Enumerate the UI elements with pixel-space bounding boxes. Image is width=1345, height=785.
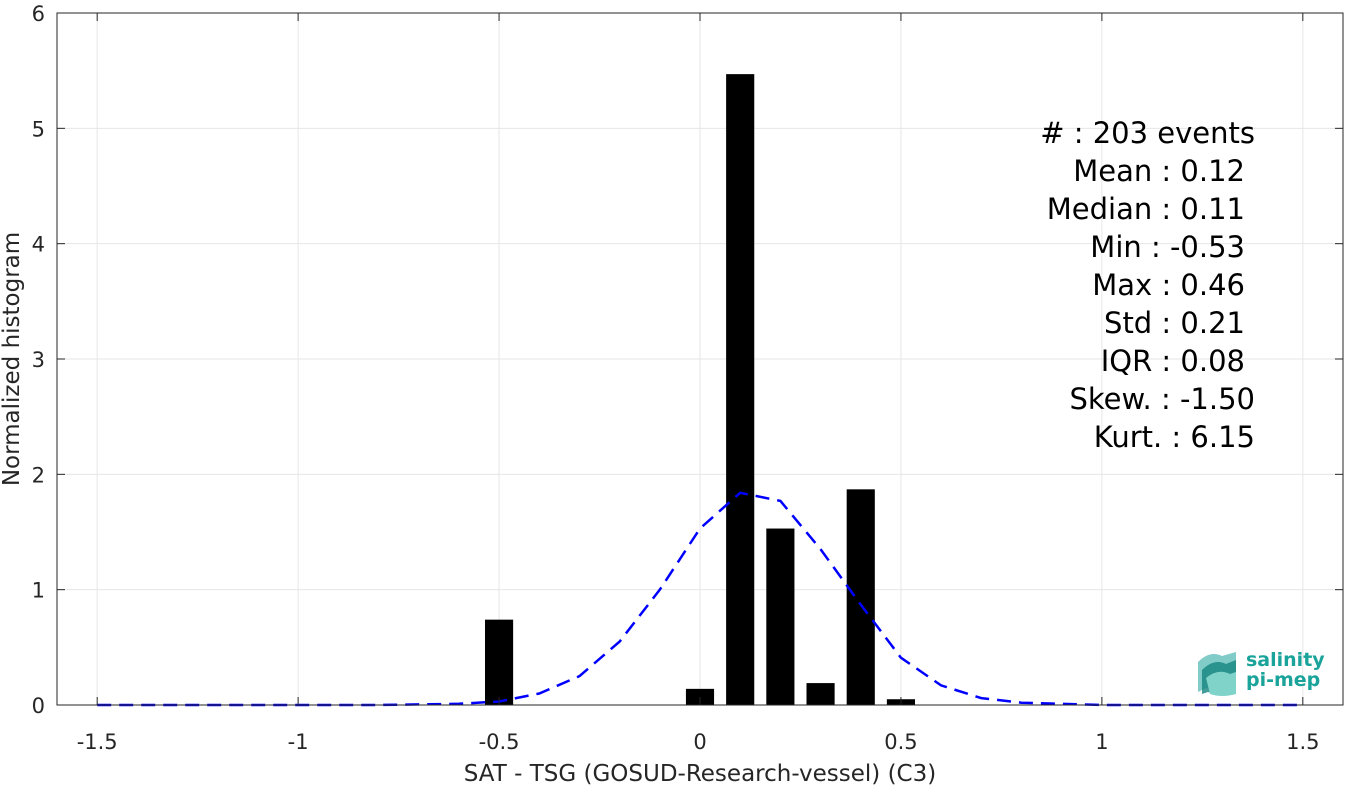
stats-line: # : 203 events	[1040, 116, 1255, 150]
y-tick-label: 0	[32, 694, 45, 718]
y-tick-label: 2	[32, 463, 45, 487]
y-tick-label: 6	[32, 2, 45, 26]
y-tick-label: 3	[32, 348, 45, 372]
stats-line: Std : 0.21	[1104, 306, 1245, 340]
y-axis-ticks: 0 1 2 3 4 5 6	[32, 2, 1343, 718]
histogram-bar	[726, 74, 755, 706]
stats-line: Max : 0.46	[1092, 268, 1245, 302]
stats-line: Min : -0.53	[1090, 230, 1245, 264]
logo-line2: pi-mep	[1246, 669, 1320, 691]
x-tick-label: -1	[288, 730, 309, 754]
bars	[484, 74, 916, 706]
x-tick-label: 1.5	[1286, 730, 1319, 754]
x-axis-ticks: -1.5 -1 -0.5 0 0.5 1 1.5	[77, 13, 1320, 754]
stats-annotation: # : 203 events Mean : 0.12 Median : 0.11 Mi…	[1040, 116, 1255, 454]
x-axis-label: SAT - TSG (GOSUD-Research-vessel) (C3)	[464, 761, 936, 785]
histogram-bar	[685, 688, 715, 705]
fit-curve	[97, 491, 1303, 707]
logo-line1: salinity	[1246, 649, 1325, 671]
stats-line: IQR : 0.08	[1101, 344, 1245, 378]
y-tick-label: 5	[32, 117, 45, 141]
x-tick-label: -0.5	[479, 730, 520, 754]
stats-line: Skew. : -1.50	[1069, 382, 1255, 416]
histogram-bar	[766, 528, 795, 705]
histogram-bar	[484, 619, 514, 705]
x-tick-label: 0.5	[884, 730, 917, 754]
stats-line: Kurt. : 6.15	[1094, 420, 1255, 454]
y-tick-label: 4	[32, 233, 45, 257]
histogram-bar	[846, 489, 875, 705]
y-axis-label: Normalized histogram	[0, 232, 25, 486]
stats-line: Median : 0.11	[1047, 192, 1245, 226]
histogram-bar	[806, 683, 835, 705]
y-tick-label: 1	[32, 579, 45, 603]
x-tick-label: -1.5	[77, 730, 118, 754]
salinity-pi-mep-logo: salinity pi-mep	[1198, 649, 1325, 696]
x-tick-label: 0	[693, 730, 706, 754]
wave-logo-icon	[1198, 652, 1236, 696]
stats-line: Mean : 0.12	[1073, 154, 1245, 188]
x-tick-label: 1	[1095, 730, 1108, 754]
